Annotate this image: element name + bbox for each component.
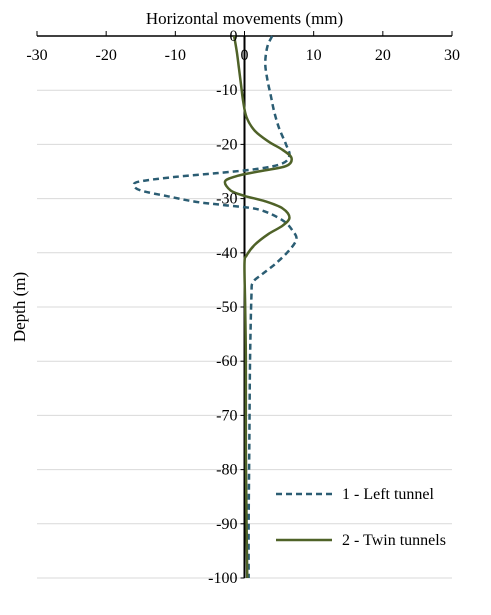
y-tick-label: -10 [216,82,237,99]
x-tick-label: 20 [375,47,391,64]
y-tick-label: -50 [216,299,237,316]
y-tick-label: -20 [216,136,237,153]
series-line-1 [132,35,298,579]
y-tick-label: -100 [208,570,237,587]
y-tick-label: -80 [216,462,237,479]
x-tick-label: 0 [241,47,249,64]
x-tick-label: 10 [306,47,322,64]
y-tick-label: -60 [216,353,237,370]
y-tick-label: -30 [216,191,237,208]
y-axis-title: Depth (m) [10,272,29,342]
legend: 1 - Left tunnel 2 - Twin tunnels [276,486,446,549]
x-tick-label: 30 [444,47,460,64]
y-tick-label: -70 [216,407,237,424]
tick-labels: -30 -20 -10 0 10 20 300-10-20-30-40-50-60-70-8… [10,9,460,587]
series-line-2 [223,35,293,579]
x-axis-title: Horizontal movements (mm) [146,9,343,28]
y-tick-label: -90 [216,516,237,533]
legend-label-1: 1 - Left tunnel [342,486,435,503]
x-tick-label: -30 [26,47,47,64]
y-tick-label: -40 [216,245,237,262]
series-lines [132,35,298,579]
y-tick-label: 0 [230,28,238,45]
x-tick-label: -20 [96,47,117,64]
x-tick-label: -10 [165,47,186,64]
legend-label-2: 2 - Twin tunnels [342,532,446,549]
